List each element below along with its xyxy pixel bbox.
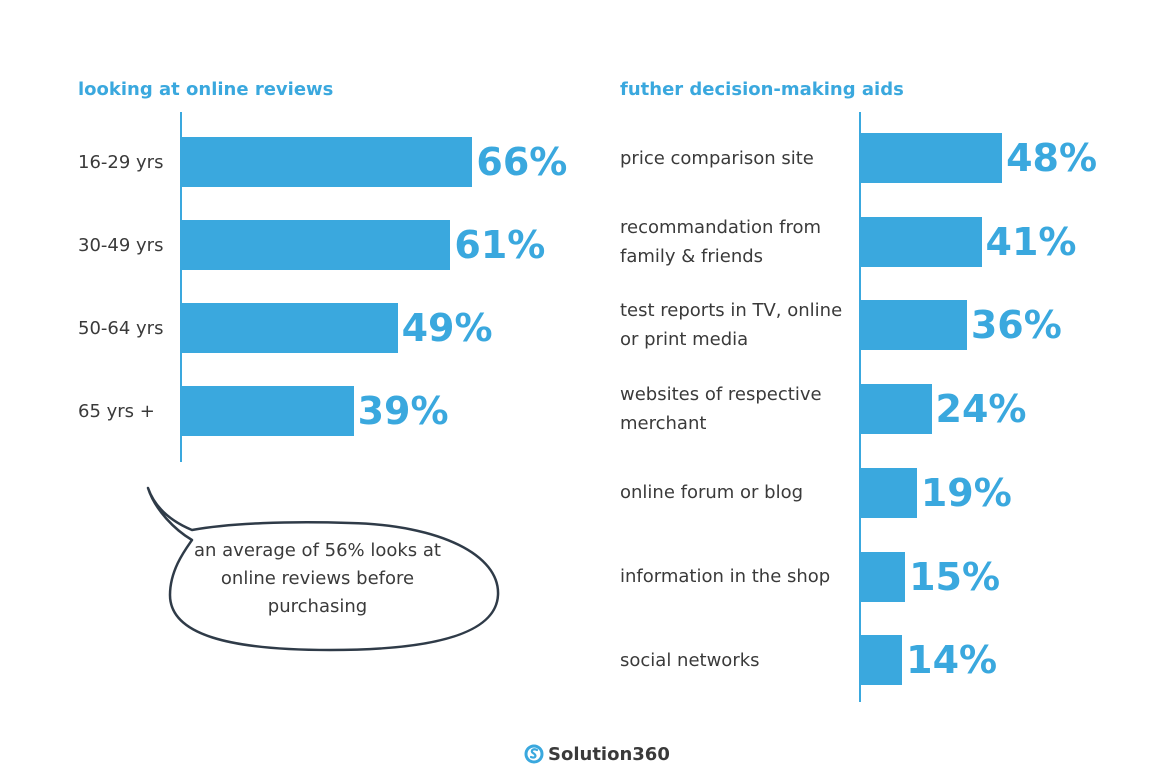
category-label: test reports in TV, online or print medi… (620, 300, 843, 351)
speech-bubble (146, 486, 500, 652)
bar (861, 635, 903, 686)
category-label: websites of respective merchant (620, 384, 822, 435)
footer-logo: Solution360 (524, 740, 670, 768)
value-label: 36% (970, 303, 1062, 348)
bar (861, 216, 982, 267)
chart-right-axis (859, 112, 861, 702)
value-label: 19% (920, 470, 1012, 515)
value-label: 14% (906, 638, 998, 683)
category-label: information in the shop (620, 566, 831, 587)
category-label: 65 yrs + (78, 400, 155, 422)
category-label: price comparison site (620, 147, 814, 169)
bar (182, 303, 398, 353)
bar (861, 133, 1003, 183)
value-label: 24% (935, 387, 1027, 432)
category-label: recommandation from family & friends (620, 216, 822, 267)
bar (861, 300, 967, 351)
callout-text: an average of 56% looks at online review… (193, 540, 441, 617)
category-label: 50-64 yrs (78, 317, 164, 339)
category-label: social networks (620, 649, 760, 671)
chart-left-title: looking at online reviews (78, 79, 334, 100)
chart-left-axis (180, 112, 182, 462)
bar (861, 384, 932, 435)
value-label: 49% (401, 306, 493, 350)
value-label: 61% (454, 223, 546, 267)
category-label: 30-49 yrs (78, 234, 164, 256)
chart-right-title: futher decision-making aids (620, 79, 904, 100)
bar (182, 137, 473, 187)
bar (861, 551, 906, 602)
bar (182, 386, 354, 436)
logo-text: Solution360 (548, 743, 670, 765)
bar (182, 220, 451, 270)
solution360-logo-icon (524, 744, 544, 764)
category-label: online forum or blog (620, 482, 804, 504)
value-label: 41% (985, 219, 1077, 264)
value-label: 39% (357, 389, 449, 433)
category-label: 16-29 yrs (78, 151, 164, 173)
bar (861, 467, 917, 518)
value-label: 48% (1006, 136, 1098, 180)
value-label: 66% (476, 140, 568, 184)
value-label: 15% (909, 554, 1001, 599)
